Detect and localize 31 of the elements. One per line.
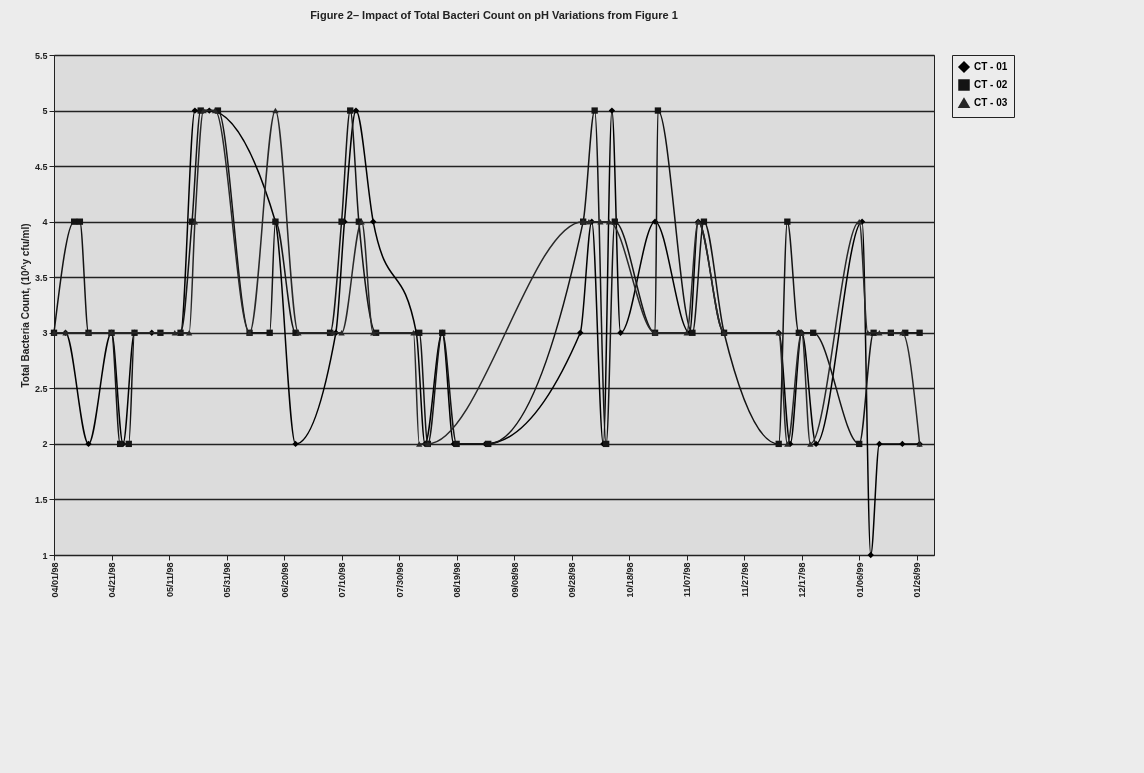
x-tick-label: 11/07/98 — [682, 562, 693, 598]
y-axis-title: Total Bacteria Count, (10^y cfu/ml) — [19, 223, 31, 388]
chart-title: Figure 2– Impact of Total Bacteri Count on pH Variations from Figure 1 — [310, 9, 678, 21]
x-tick-label: 05/11/98 — [164, 562, 175, 598]
y-tick-label: 4 — [42, 217, 48, 228]
legend-label: CT - 02 — [974, 79, 1008, 90]
x-tick-label: 04/01/98 — [49, 562, 60, 598]
x-tick-label: 07/10/98 — [337, 562, 348, 598]
y-tick-label: 1.5 — [34, 494, 48, 505]
y-tick-label: 4.5 — [34, 161, 48, 172]
y-tick-label: 1 — [42, 550, 48, 561]
y-tick-label: 2.5 — [34, 383, 48, 394]
x-tick-label: 08/19/98 — [452, 562, 463, 598]
x-tick-label: 10/18/98 — [624, 562, 635, 598]
y-tick-label: 5 — [42, 106, 48, 117]
x-tick-label: 05/31/98 — [222, 562, 233, 598]
x-tick-label: 07/30/98 — [394, 562, 405, 598]
y-tick-label: 3.5 — [34, 272, 48, 283]
legend-label: CT - 03 — [974, 97, 1008, 108]
x-tick-label: 09/08/98 — [509, 562, 520, 598]
x-tick-label: 01/06/99 — [854, 562, 865, 598]
legend-label: CT - 01 — [974, 61, 1008, 72]
y-tick-label: 3 — [42, 328, 48, 339]
x-tick-label: 06/20/98 — [279, 562, 290, 598]
y-tick-label: 5.5 — [34, 50, 48, 61]
x-tick-label: 09/28/98 — [567, 562, 578, 598]
x-tick-label: 12/17/98 — [797, 562, 808, 598]
x-tick-label: 11/27/98 — [739, 562, 750, 598]
y-tick-label: 2 — [42, 439, 48, 450]
x-tick-label: 01/26/99 — [912, 562, 923, 598]
x-tick-label: 04/21/98 — [107, 562, 118, 598]
